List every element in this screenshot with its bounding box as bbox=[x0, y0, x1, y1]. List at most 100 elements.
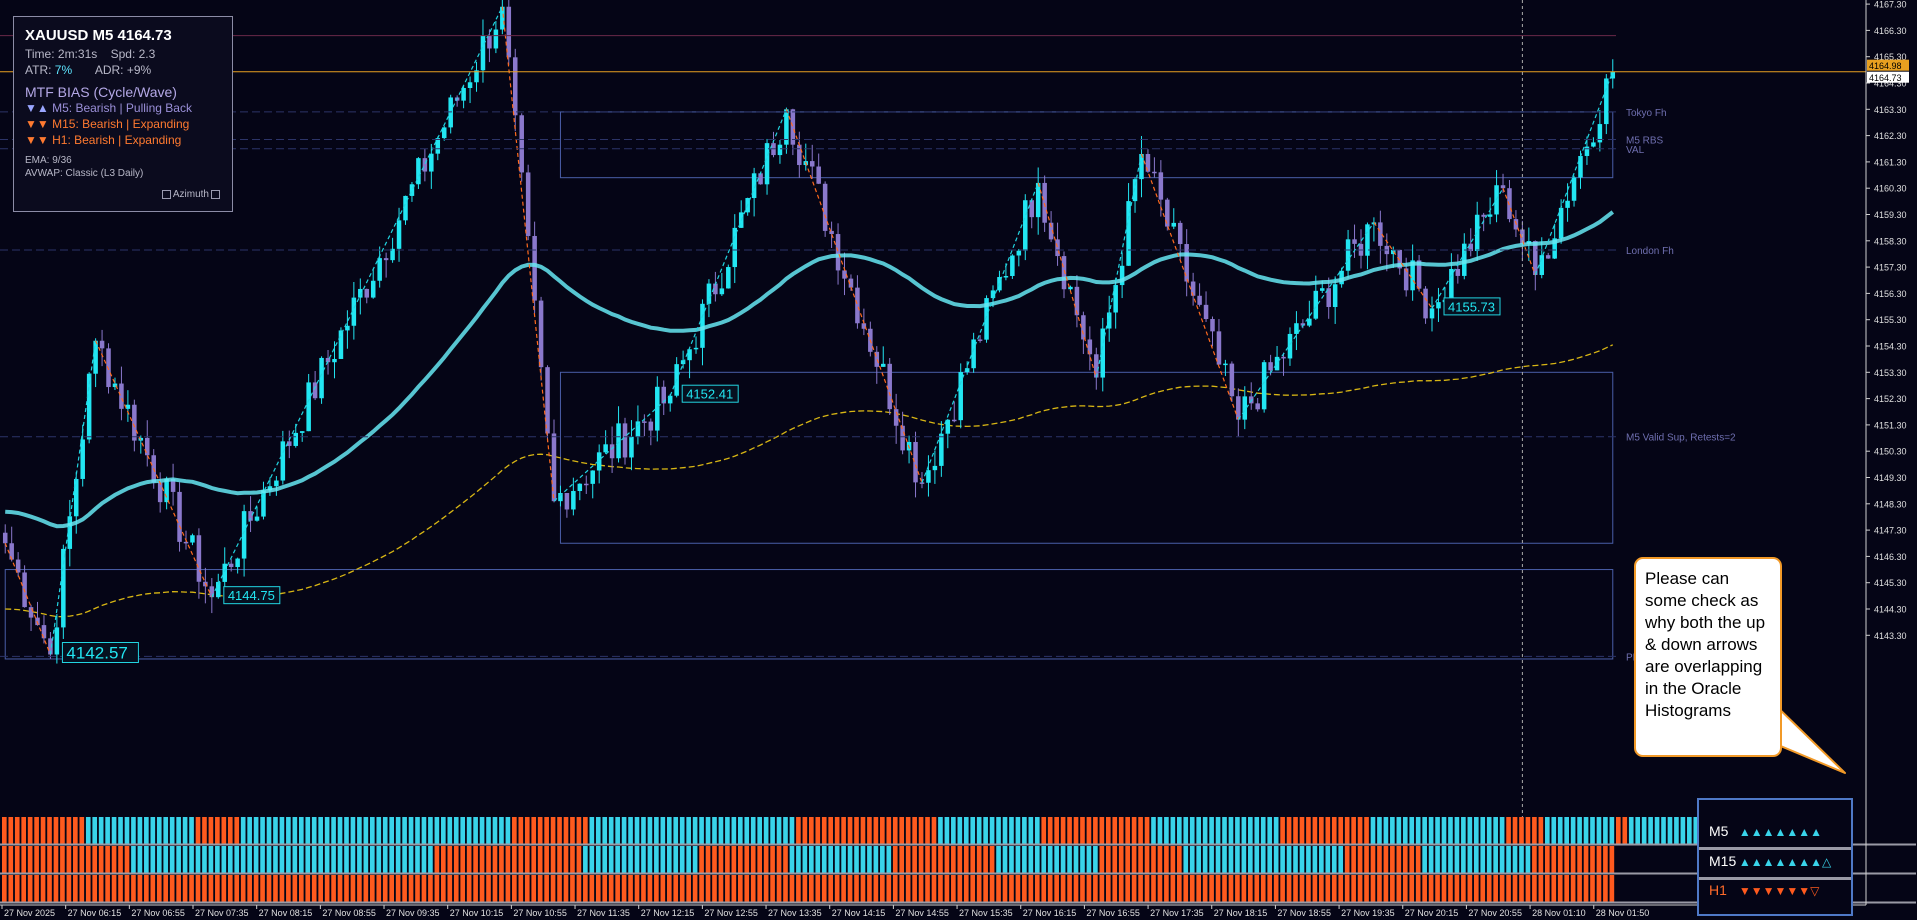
hist-down-bar bbox=[1351, 846, 1356, 873]
hist-up-bar bbox=[1499, 817, 1505, 844]
candle-body bbox=[1558, 207, 1564, 239]
zigzag-up-leg bbox=[1095, 153, 1143, 378]
candle-body bbox=[48, 638, 53, 655]
hist-up-bar bbox=[1564, 817, 1570, 844]
candle-body bbox=[577, 483, 583, 492]
hist-up-bar bbox=[473, 817, 478, 844]
price-tag bbox=[1867, 71, 1909, 83]
hist-up-bar bbox=[1260, 817, 1266, 844]
hist-down-bar bbox=[1222, 875, 1227, 902]
hist-down-bar bbox=[912, 817, 917, 844]
price-label-box bbox=[1443, 297, 1501, 316]
hist-up-bar bbox=[828, 846, 834, 873]
hist-down-bar bbox=[1060, 875, 1066, 902]
hist-down-bar bbox=[1506, 875, 1511, 902]
candle-body bbox=[603, 444, 608, 453]
hist-down-bar bbox=[1331, 875, 1337, 902]
hist-up-bar bbox=[402, 817, 407, 844]
h1-arrows-icon: ▼▼ bbox=[25, 133, 49, 147]
hist-down-bar bbox=[776, 846, 782, 873]
candle-body bbox=[551, 433, 557, 502]
hist-down-bar bbox=[21, 817, 27, 844]
hist-down-bar bbox=[473, 846, 478, 873]
hist-down-bar bbox=[124, 846, 130, 873]
hist-down-bar bbox=[725, 846, 730, 873]
hist-down-bar bbox=[311, 875, 317, 902]
candle-body bbox=[1165, 199, 1170, 227]
candle-body bbox=[441, 127, 447, 139]
hist-down-bar bbox=[686, 875, 691, 902]
settings-box-icon[interactable] bbox=[211, 189, 220, 199]
hist-down-bar bbox=[731, 846, 737, 873]
hist-down-bar bbox=[1164, 875, 1169, 902]
hist-down-bar bbox=[163, 875, 169, 902]
candle-body bbox=[1339, 270, 1344, 285]
hist-down-bar bbox=[79, 875, 85, 902]
candle-body bbox=[1158, 172, 1164, 200]
hist-down-bar bbox=[85, 846, 91, 873]
candle-body bbox=[132, 404, 137, 441]
hist-down-bar bbox=[66, 817, 72, 844]
hist-down-bar bbox=[589, 875, 595, 902]
down-arrows-icon: ▼▼▼▼▼▼▽ bbox=[1738, 884, 1820, 898]
hist-down-bar bbox=[1093, 817, 1098, 844]
hist-down-bar bbox=[344, 875, 349, 902]
y-tick-label: 4164.30 bbox=[1874, 79, 1907, 89]
hist-down-bar bbox=[1319, 817, 1324, 844]
hist-down-bar bbox=[512, 875, 517, 902]
hist-down-bar bbox=[369, 875, 375, 902]
hist-down-bar bbox=[434, 875, 440, 902]
hist-up-bar bbox=[880, 846, 885, 873]
hist-down-bar bbox=[847, 817, 853, 844]
hist-down-bar bbox=[1364, 846, 1369, 873]
hist-up-bar bbox=[260, 846, 265, 873]
hist-up-bar bbox=[1189, 817, 1195, 844]
hist-down-bar bbox=[892, 875, 898, 902]
hist-down-bar bbox=[1028, 875, 1034, 902]
hist-down-bar bbox=[899, 875, 905, 902]
candle-body bbox=[2, 532, 8, 544]
hist-down-bar bbox=[628, 875, 633, 902]
mtf-divider bbox=[1699, 877, 1851, 880]
hist-down-bar bbox=[415, 875, 420, 902]
hist-up-bar bbox=[1493, 846, 1498, 873]
hist-down-bar bbox=[221, 817, 227, 844]
hist-down-bar bbox=[976, 875, 982, 902]
azimuth-brand[interactable]: Azimuth bbox=[160, 187, 222, 203]
hist-down-bar bbox=[1151, 846, 1156, 873]
hist-down-bar bbox=[150, 875, 156, 902]
hist-up-bar bbox=[240, 846, 246, 873]
hist-up-bar bbox=[1486, 846, 1492, 873]
hist-up-bar bbox=[182, 846, 188, 873]
bias-h1-text: H1: Bearish | Expanding bbox=[52, 133, 182, 147]
y-tick-label: 4144.30 bbox=[1874, 605, 1907, 615]
hist-up-bar bbox=[441, 817, 446, 844]
candle-body bbox=[596, 452, 602, 471]
hist-down-bar bbox=[421, 875, 427, 902]
hist-down-bar bbox=[492, 846, 498, 873]
hist-down-bar bbox=[847, 875, 853, 902]
candle-body bbox=[932, 465, 938, 471]
hist-up-bar bbox=[641, 817, 646, 844]
hist-down-bar bbox=[273, 875, 278, 902]
candle-body bbox=[1081, 315, 1086, 340]
hist-up-bar bbox=[602, 817, 608, 844]
x-tick-label: 27 Nov 15:35 bbox=[959, 908, 1013, 918]
hist-up-bar bbox=[337, 817, 343, 844]
minimize-icon[interactable] bbox=[161, 189, 171, 199]
hist-up-bar bbox=[1202, 846, 1208, 873]
zigzag-up-leg bbox=[669, 109, 787, 396]
candle-body bbox=[235, 558, 240, 568]
bar-timer: Time: 2m:31s bbox=[25, 47, 98, 61]
hist-down-bar bbox=[576, 875, 582, 902]
hist-down-bar bbox=[176, 875, 181, 902]
hist-up-bar bbox=[202, 846, 207, 873]
hist-down-bar bbox=[1402, 846, 1408, 873]
hist-down-bar bbox=[60, 846, 65, 873]
candle-body bbox=[1132, 179, 1138, 202]
hist-up-bar bbox=[292, 817, 298, 844]
candle-body bbox=[1177, 222, 1183, 245]
hist-down-bar bbox=[98, 846, 104, 873]
hist-down-bar bbox=[1067, 875, 1072, 902]
